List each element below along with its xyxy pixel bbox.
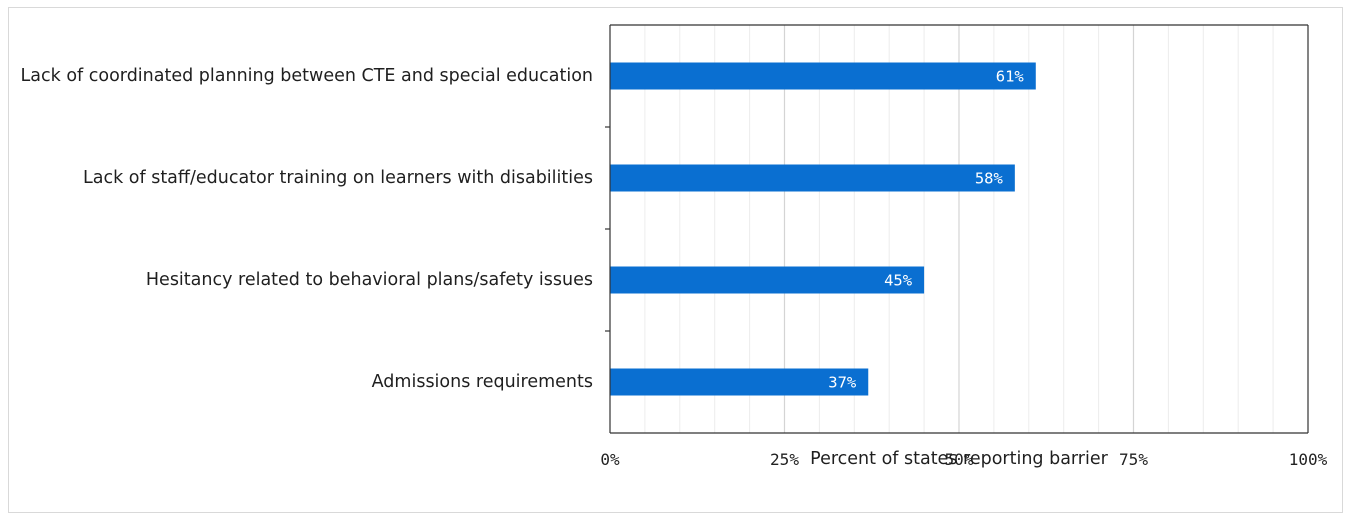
y-category-label: Admissions requirements — [371, 372, 593, 392]
x-tick-label: 100% — [1289, 450, 1328, 469]
y-category-label: Lack of coordinated planning between CTE… — [20, 66, 593, 86]
chart-frame — [8, 7, 1343, 513]
bar — [610, 266, 925, 294]
x-tick-label: 0% — [600, 450, 620, 469]
bar-data-label: 45% — [884, 272, 913, 290]
bar — [610, 368, 869, 396]
x-axis-title: Percent of states reporting barrier — [810, 449, 1108, 469]
bars: 61% 58% 45% 37% — [610, 62, 1036, 396]
grid-lines — [644, 25, 1274, 433]
axes — [605, 24, 1309, 434]
bar — [610, 164, 1015, 192]
bar-data-label: 37% — [828, 374, 857, 392]
x-tick-label: 25% — [770, 450, 799, 469]
x-tick-labels: 0% 25% 50% 75% 100% — [600, 450, 1327, 469]
bar — [610, 62, 1036, 90]
x-tick-label: 50% — [945, 450, 974, 469]
y-category-label: Lack of staff/educator training on learn… — [82, 168, 593, 188]
y-category-label: Hesitancy related to behavioral plans/sa… — [145, 270, 593, 290]
x-tick-label: 75% — [1119, 450, 1148, 469]
bar-data-label: 58% — [975, 170, 1004, 188]
bar-data-label: 61% — [996, 68, 1025, 86]
